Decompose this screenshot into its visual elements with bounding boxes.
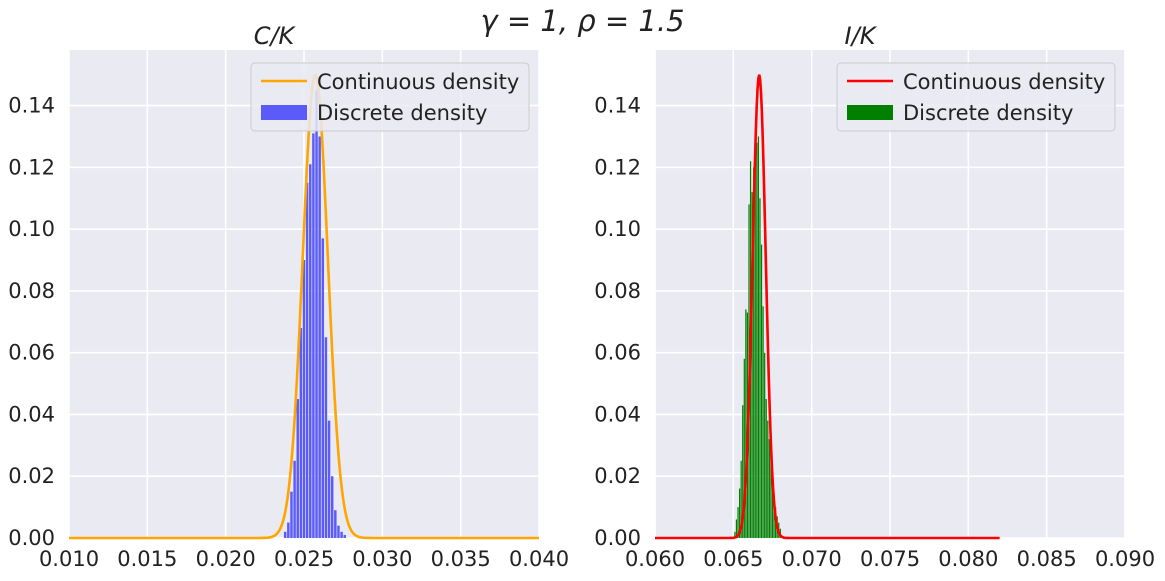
y-tick-label: 0.14 (8, 94, 55, 118)
y-tick-label: 0.02 (594, 464, 641, 488)
histogram-bar (299, 327, 303, 538)
histogram-bar (740, 460, 742, 538)
histogram-bar (302, 260, 306, 538)
x-tick-label: 0.080 (938, 547, 998, 571)
y-tick-label: 0.08 (8, 279, 55, 303)
histogram-bar (734, 531, 736, 538)
histogram-bar (290, 491, 293, 538)
x-tick-label: 0.040 (509, 547, 569, 571)
histogram-bar (287, 522, 290, 538)
legend-label: Discrete density (903, 101, 1073, 125)
x-tick-label: 0.060 (625, 547, 685, 571)
histogram-bar (293, 460, 296, 538)
histogram-bar (312, 133, 315, 539)
x-tick-label: 0.030 (352, 547, 412, 571)
x-tick-label: 0.065 (703, 547, 763, 571)
histogram-bar (324, 337, 328, 538)
x-tick-label: 0.070 (782, 547, 842, 571)
x-tick-label: 0.090 (1095, 547, 1155, 571)
legend-bar-swatch (261, 105, 307, 120)
y-tick-label: 0.04 (8, 402, 55, 426)
histogram-bar (321, 238, 325, 538)
legend-label: Continuous density (903, 70, 1105, 94)
histogram-bar (756, 142, 758, 538)
histogram-bar (337, 525, 340, 538)
panel-title: I/K (845, 22, 878, 50)
histogram-bar (765, 399, 767, 538)
legend: Continuous density Discrete density (836, 62, 1116, 132)
density-line (69, 73, 539, 540)
histogram-bar (757, 136, 760, 538)
legend-label: Continuous density (317, 70, 519, 94)
histogram-bar (305, 182, 309, 538)
histogram-bar (764, 352, 766, 538)
y-tick-label: 0.00 (8, 526, 55, 550)
histogram-bar (754, 133, 756, 539)
histogram-bar (762, 306, 764, 538)
y-tick-label: 0.00 (594, 526, 641, 550)
chart-panel-2: 0.060 0.065 0.070 0.075 0.080 0.085 0.090 0.00 0… (594, 22, 1155, 571)
y-tick-label: 0.10 (8, 217, 55, 241)
y-tick-label: 0.06 (8, 341, 55, 365)
y-tick-label: 0.12 (594, 155, 641, 179)
x-tick-label: 0.035 (431, 547, 491, 571)
histogram-bar (334, 510, 337, 538)
histogram-bar (760, 244, 763, 538)
histogram-bar (743, 358, 745, 538)
x-tick-label: 0.085 (1017, 547, 1077, 571)
histogram-bar (737, 507, 739, 538)
histogram-bar (735, 519, 738, 538)
histogram-bar (315, 90, 318, 538)
histogram-bar (773, 494, 775, 538)
x-tick-label: 0.010 (39, 547, 99, 571)
histogram-bar (296, 399, 299, 538)
histogram-bar (759, 198, 761, 538)
histogram-bar (770, 454, 772, 538)
y-tick-label: 0.12 (8, 155, 55, 179)
histogram-bar (330, 476, 334, 538)
histogram-bar (771, 476, 774, 538)
chart-panel-1: 0.010 0.015 0.020 0.025 0.030 0.035 0.040 0.00 0… (8, 22, 569, 571)
x-tick-label: 0.020 (196, 547, 256, 571)
histogram-bar (283, 531, 287, 538)
legend-box (250, 62, 530, 132)
figure-title: γ = 1, ρ = 1.5 (480, 4, 685, 38)
legend-bar-swatch (847, 105, 893, 120)
x-tick-label: 0.015 (117, 547, 177, 571)
y-tick-label: 0.14 (594, 94, 641, 118)
histogram-bar (753, 167, 755, 538)
legend-box (836, 62, 1116, 132)
y-tick-label: 0.06 (594, 341, 641, 365)
density-line (655, 74, 1000, 540)
legend: Continuous density Discrete density (250, 62, 530, 132)
histogram-bar (768, 439, 770, 538)
legend-label: Discrete density (317, 101, 487, 125)
histogram-bar (343, 534, 346, 538)
y-tick-label: 0.02 (8, 464, 55, 488)
x-tick-label: 0.075 (860, 547, 920, 571)
histogram-bar (340, 531, 343, 538)
x-tick-label: 0.025 (274, 547, 334, 571)
histogram-bar (318, 136, 321, 538)
histogram-bar (751, 192, 753, 539)
panel-title: C/K (254, 22, 297, 50)
histogram-bar (745, 309, 747, 538)
y-tick-label: 0.04 (594, 402, 641, 426)
y-tick-label: 0.10 (594, 217, 641, 241)
y-tick-label: 0.08 (594, 279, 641, 303)
histogram-bar (742, 405, 744, 538)
histogram-bar (327, 420, 331, 538)
histogram-bar (738, 488, 741, 538)
histogram-bar (767, 420, 769, 538)
histogram-bar (309, 164, 312, 538)
